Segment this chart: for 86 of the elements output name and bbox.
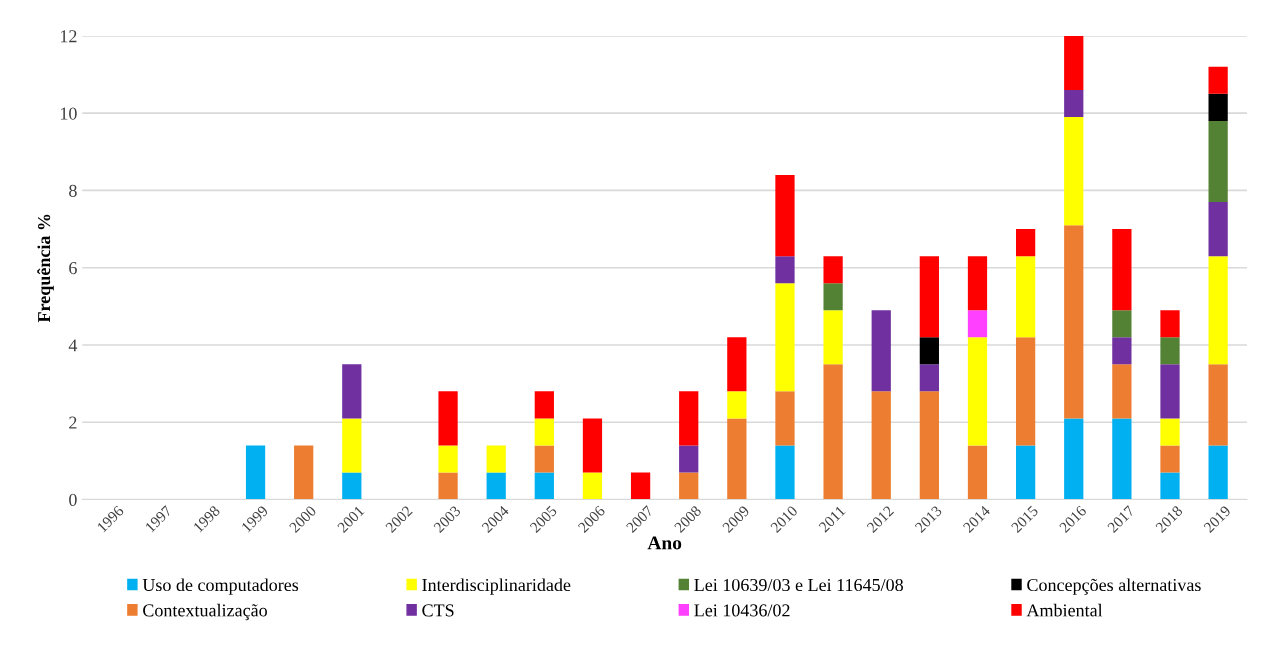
bar xyxy=(1064,117,1084,226)
bar xyxy=(919,256,939,338)
bar xyxy=(486,472,506,500)
bar xyxy=(919,364,939,392)
bar xyxy=(582,418,603,473)
bar xyxy=(775,445,795,500)
bar xyxy=(1112,229,1132,311)
bar xyxy=(438,472,458,500)
bar xyxy=(967,337,988,446)
legend-label: Ambiental xyxy=(1026,603,1103,617)
bar xyxy=(342,364,362,419)
bar xyxy=(823,364,843,500)
bar xyxy=(1160,364,1180,419)
x-axis-title: Ano xyxy=(647,536,682,550)
y-tick-label: 0 xyxy=(69,493,77,506)
y-tick-label: 12 xyxy=(60,30,77,43)
bar xyxy=(534,445,554,473)
bar xyxy=(1208,120,1228,203)
bar xyxy=(679,391,699,446)
bar xyxy=(534,391,554,419)
bar xyxy=(679,445,699,473)
y-axis-title: Frequência % xyxy=(37,214,54,323)
bar xyxy=(1112,418,1132,500)
bar xyxy=(919,391,939,500)
y-tick-label: 8 xyxy=(69,184,77,197)
bar xyxy=(967,256,988,311)
bar xyxy=(1160,418,1180,446)
bar xyxy=(534,418,554,446)
legend-label: Uso de computadores xyxy=(142,578,299,595)
bar xyxy=(919,337,939,365)
bar xyxy=(486,445,506,473)
bar xyxy=(534,472,554,500)
bar xyxy=(1208,364,1228,446)
bar xyxy=(1064,90,1084,118)
bar xyxy=(582,472,603,500)
bar xyxy=(438,445,458,473)
bar xyxy=(1112,364,1132,419)
bar xyxy=(967,445,988,500)
bar xyxy=(1064,225,1084,419)
bar xyxy=(823,256,843,284)
bar xyxy=(342,472,362,500)
bar xyxy=(823,310,843,365)
legend-label: Concepções alternativas xyxy=(1027,578,1201,595)
bar xyxy=(245,445,266,500)
bar xyxy=(775,175,795,257)
bar xyxy=(1208,202,1228,257)
bar xyxy=(679,472,699,500)
bar xyxy=(1160,337,1180,365)
bar xyxy=(1064,418,1084,500)
bar xyxy=(1208,66,1228,94)
bar xyxy=(1160,472,1180,500)
bar xyxy=(1015,256,1036,338)
y-tick-label: 6 xyxy=(69,262,77,275)
bar xyxy=(1208,256,1228,365)
bar xyxy=(1160,310,1180,338)
y-tick-label: 4 xyxy=(68,339,78,352)
bar xyxy=(1112,310,1132,338)
bar xyxy=(1015,445,1036,500)
legend-label: Contextualização xyxy=(143,603,267,621)
bar xyxy=(294,445,314,500)
bar xyxy=(1064,35,1084,91)
bar xyxy=(342,418,362,473)
y-tick-label: 2 xyxy=(69,416,77,429)
legend-label: CTS xyxy=(422,604,454,617)
bar xyxy=(775,256,795,284)
bar xyxy=(967,310,988,338)
bar xyxy=(727,418,747,500)
bar xyxy=(727,337,747,392)
bar xyxy=(871,310,891,392)
legend-label: Lei 10436/02 xyxy=(694,604,790,617)
bar xyxy=(1208,93,1228,121)
legend-label: Lei 10639/03 e Lei 11645/08 xyxy=(694,578,903,592)
y-tick-label: 10 xyxy=(60,107,77,120)
bar xyxy=(1112,337,1132,365)
bar xyxy=(1160,445,1180,473)
bar xyxy=(775,283,795,392)
legend-label: Interdisciplinaridade xyxy=(422,578,571,595)
bar xyxy=(1015,229,1036,257)
bar xyxy=(823,283,843,311)
bar xyxy=(871,391,891,500)
bar xyxy=(1208,445,1228,500)
bar xyxy=(438,391,458,446)
bar xyxy=(775,391,795,446)
bar xyxy=(727,391,747,419)
bar xyxy=(630,472,651,500)
bar xyxy=(1015,337,1036,446)
